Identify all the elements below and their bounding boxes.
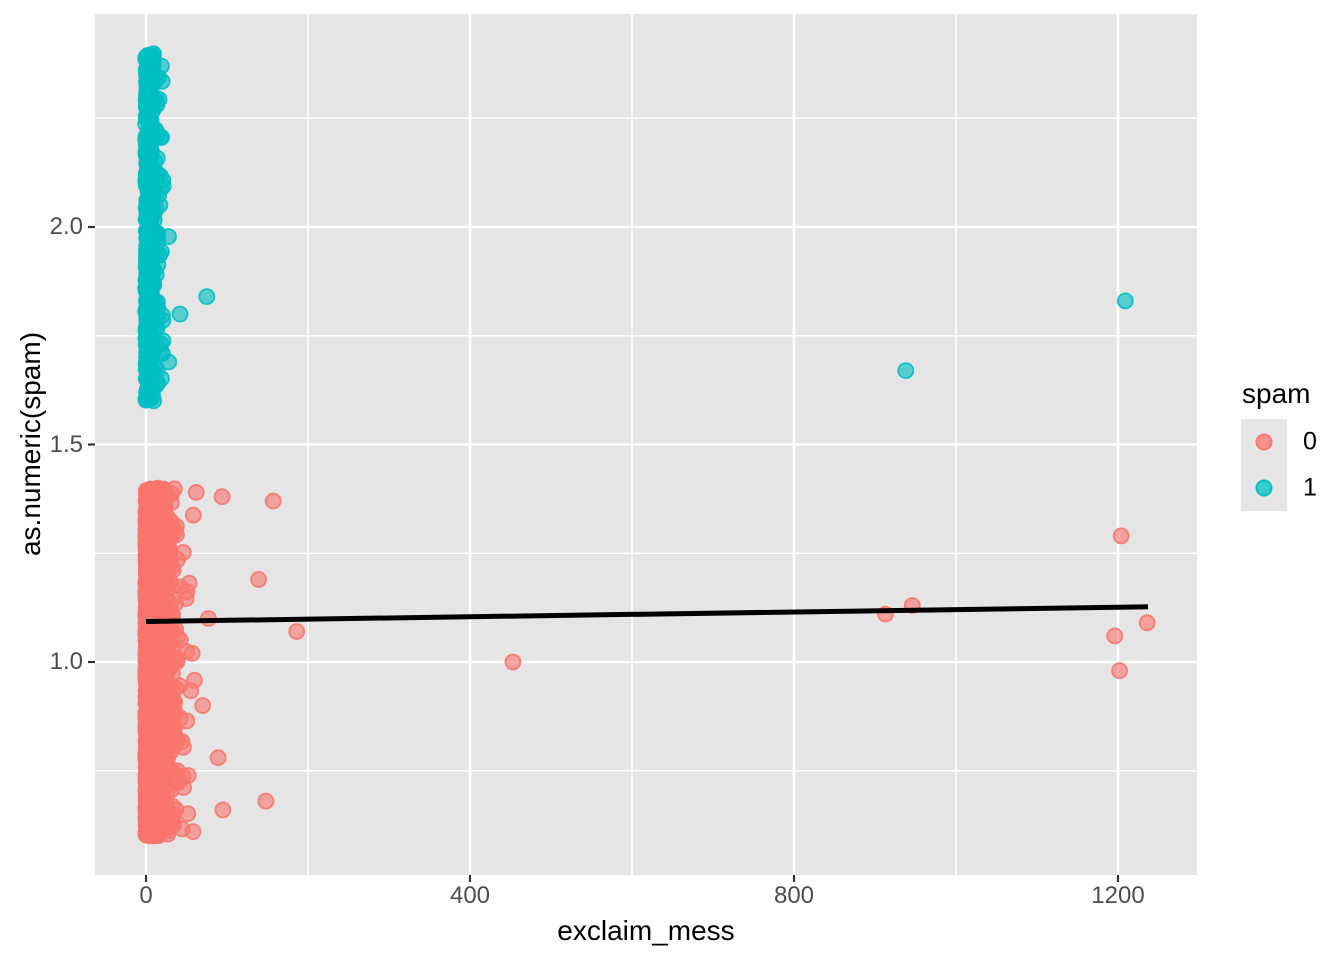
data-point xyxy=(209,749,227,767)
data-point xyxy=(257,792,275,810)
data-point xyxy=(145,486,163,504)
data-point xyxy=(1116,292,1134,310)
data-point xyxy=(185,671,203,689)
data-point xyxy=(184,506,202,524)
legend-dot-teal-icon xyxy=(1255,479,1273,497)
data-point xyxy=(897,362,915,380)
data-point xyxy=(187,483,205,501)
data-point xyxy=(264,492,282,510)
legend-entry-1: 1 xyxy=(1241,465,1317,511)
data-point xyxy=(142,125,160,143)
data-point xyxy=(288,623,306,640)
legend-dot-red-icon xyxy=(1255,433,1273,451)
legend-entry-0: 0 xyxy=(1241,419,1317,465)
data-point xyxy=(152,595,170,612)
x-tick-label: 800 xyxy=(773,882,815,909)
data-point xyxy=(1106,627,1124,645)
data-point xyxy=(138,81,156,99)
data-point xyxy=(153,306,171,324)
data-point xyxy=(142,365,160,383)
data-point xyxy=(160,353,178,371)
data-point xyxy=(141,180,158,197)
data-point xyxy=(138,381,156,399)
data-point xyxy=(142,516,160,534)
data-point xyxy=(178,583,196,601)
data-point xyxy=(146,746,164,764)
data-point xyxy=(183,644,201,662)
data-point xyxy=(138,308,156,326)
data-point xyxy=(138,48,156,66)
data-point xyxy=(143,553,161,571)
regression-line xyxy=(145,604,1149,625)
data-point xyxy=(146,795,164,813)
y-tick-label: 1.5 xyxy=(49,430,83,458)
data-point xyxy=(153,678,171,696)
data-point xyxy=(154,543,172,561)
x-axis-title: exclaim_mess xyxy=(557,915,735,946)
data-point xyxy=(1112,527,1130,545)
data-point xyxy=(162,520,180,538)
legend-title: spam xyxy=(1242,378,1311,409)
data-point xyxy=(198,288,216,306)
data-point xyxy=(148,820,166,838)
data-point xyxy=(213,488,231,506)
y-tick-label: 1.0 xyxy=(49,648,83,675)
data-point xyxy=(1111,662,1128,680)
data-point xyxy=(138,659,156,677)
y-tick-label: 2.0 xyxy=(49,213,83,240)
data-point xyxy=(140,722,158,740)
data-point xyxy=(140,782,158,800)
data-point xyxy=(214,801,232,819)
x-tick-label: 400 xyxy=(449,882,491,909)
data-point xyxy=(504,653,522,671)
data-point xyxy=(194,697,212,714)
data-point xyxy=(139,103,157,120)
data-point xyxy=(138,635,156,653)
x-tick-label: 0 xyxy=(139,882,153,909)
legend-keys: 0 1 xyxy=(1241,419,1317,511)
data-point xyxy=(140,281,158,299)
data-point xyxy=(250,571,268,588)
data-point xyxy=(147,200,165,218)
legend-label-0: 0 xyxy=(1303,427,1317,456)
x-tick-label: 1200 xyxy=(1091,882,1145,909)
data-point xyxy=(148,164,166,181)
data-point xyxy=(163,485,181,503)
data-point xyxy=(163,558,181,576)
spam-points-group xyxy=(137,45,1134,410)
data-point xyxy=(138,240,156,258)
data-point xyxy=(171,305,189,323)
data-point xyxy=(170,773,188,791)
data-point xyxy=(1138,614,1156,632)
data-point xyxy=(184,823,202,840)
data-point xyxy=(137,257,155,275)
legend-label-1: 1 xyxy=(1303,473,1317,502)
data-point xyxy=(139,692,157,709)
data-point xyxy=(168,732,186,750)
data-point xyxy=(178,712,196,730)
data-point xyxy=(139,339,157,357)
